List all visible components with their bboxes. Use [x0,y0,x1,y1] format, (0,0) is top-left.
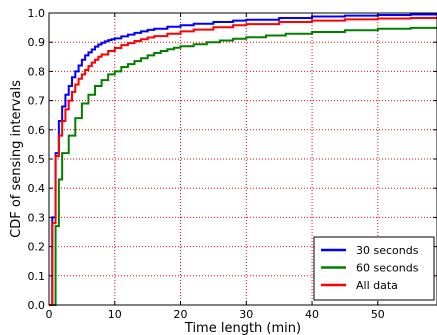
y-tick-label: 0.7 [28,95,46,108]
x-tick-label: 50 [371,308,385,321]
y-tick-label: 0.0 [28,299,46,312]
y-tick-label: 1.0 [28,7,46,20]
y-tick-label: 0.6 [28,124,46,137]
y-tick-label: 0.2 [28,241,46,254]
y-tick-label: 0.5 [28,153,46,166]
series-group [49,13,437,306]
legend-label: 60 seconds [356,262,419,275]
axis-ticks: 0 10 20 30 40 50 0.0 0.1 0.2 0.3 0.4 0.5 0.6 0.7 0.8 0.… [28,7,437,321]
x-axis-title: Time length (min) [184,321,301,335]
y-tick-label: 0.8 [28,65,46,78]
legend-label: All data [356,279,398,292]
legend-label: 30 seconds [356,244,419,257]
y-tick-label: 0.3 [28,211,46,224]
x-tick-label: 40 [305,308,319,321]
x-tick-label: 20 [174,308,188,321]
x-tick-label: 30 [239,308,253,321]
y-tick-label: 0.9 [28,36,46,49]
x-tick-label: 10 [108,308,122,321]
y-tick-label: 0.4 [28,182,46,195]
series-line-30-seconds [49,13,437,306]
series-line-60-seconds [49,26,437,306]
y-tick-label: 0.1 [28,270,46,283]
legend: 30 seconds 60 seconds All data [313,236,435,301]
x-tick-label: 0 [46,308,53,321]
y-axis-title: CDF of sensing intervals [9,80,24,238]
series-line-all-data [49,16,437,306]
